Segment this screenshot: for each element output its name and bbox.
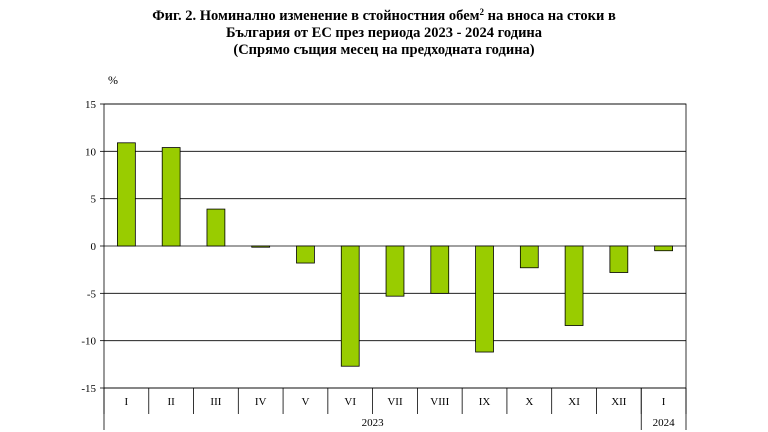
bar	[251, 245, 271, 248]
chart-title-line-1: Фиг. 2. Номинално изменение в стойностни…	[152, 7, 616, 24]
category-label: VIII	[430, 396, 449, 408]
bar	[385, 245, 405, 297]
category-label: VI	[344, 396, 356, 408]
y-tick-label: 15	[85, 99, 97, 111]
y-tick-label: 5	[91, 194, 97, 206]
title-superscript: 2	[479, 7, 485, 17]
category-label: V	[301, 396, 309, 408]
bar	[430, 245, 450, 294]
year-label: 2024	[653, 417, 676, 429]
category-label: I	[662, 396, 666, 408]
bar	[475, 245, 494, 353]
chart-title-line-2: България от ЕС през периода 2023 - 2024 …	[225, 25, 543, 41]
category-label: XII	[611, 396, 627, 408]
category-label: XI	[568, 396, 580, 408]
chart-title-line-3: (Спрямо същия месец на предходната годин…	[233, 42, 535, 58]
bar	[206, 208, 226, 247]
bar	[564, 245, 584, 326]
bar	[117, 142, 136, 247]
plot-area-frame	[103, 103, 687, 389]
category-label: IX	[479, 396, 491, 408]
y-axis-unit-label: %	[108, 73, 118, 87]
category-label: III	[210, 396, 221, 408]
y-tick-label: 10	[85, 146, 97, 158]
bar	[609, 245, 629, 273]
bar	[296, 245, 315, 264]
bar	[519, 245, 539, 269]
y-tick-label: -15	[81, 383, 96, 395]
chart-title: Фиг. 2. Номинално изменение в стойностни…	[0, 4, 768, 59]
category-label: II	[167, 396, 175, 408]
y-tick-label: -5	[87, 288, 97, 300]
y-tick-label: 0	[91, 241, 97, 253]
category-label: X	[525, 396, 533, 408]
bar	[654, 245, 673, 252]
bar	[340, 245, 360, 367]
category-label: IV	[255, 396, 267, 408]
category-label: I	[125, 396, 129, 408]
y-tick-label: -10	[81, 336, 96, 348]
year-label: 2023	[362, 417, 385, 429]
bar	[161, 147, 181, 247]
category-label: VII	[387, 396, 403, 408]
